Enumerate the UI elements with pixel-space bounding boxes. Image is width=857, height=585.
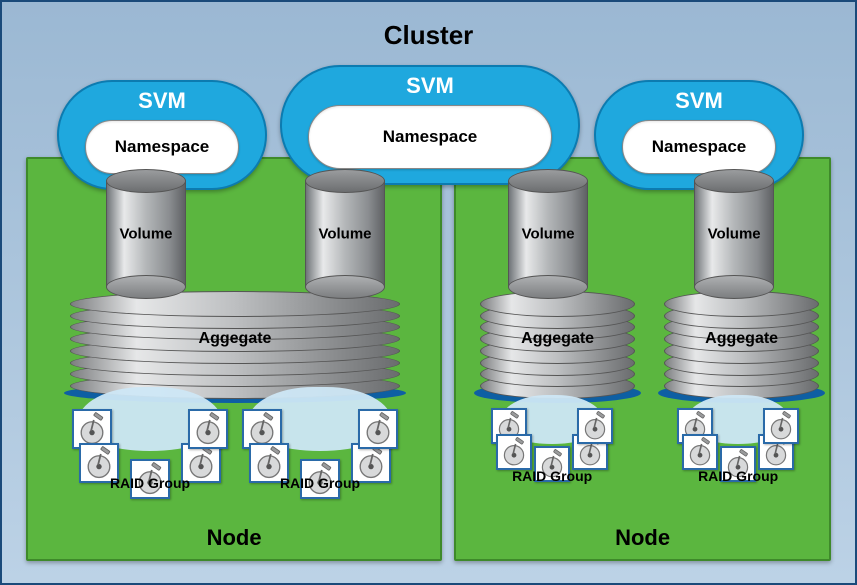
raid-group-label: RAID Group [678,468,798,484]
disk-icon [763,408,799,444]
node-2: Node Aggegate RAID Group Aggegate RAID Grou… [454,157,831,561]
volume-label: Volume [119,226,172,243]
aggregate-label: Aggegate [199,330,272,348]
raid-group: RAID Group [678,367,798,462]
aggregate-label: Aggegate [521,330,594,348]
raid-group: RAID Group [240,359,400,469]
disk-icon [682,434,718,470]
raid-group: RAID Group [70,359,230,469]
node-label: Node [456,525,829,551]
cluster-title: Cluster [2,2,855,51]
disk-icon [577,408,613,444]
raid-group-label: RAID Group [240,475,400,491]
volume: Volume [305,169,385,299]
namespace: Namespace [308,105,552,169]
namespace: Namespace [622,120,776,174]
svm-label: SVM [282,73,578,99]
svm-label: SVM [59,88,265,114]
namespace: Namespace [85,120,239,174]
volume: Volume [106,169,186,299]
aggregate-label: Aggegate [705,330,778,348]
disk-icon [496,434,532,470]
volume: Volume [508,169,588,299]
disk-icon [188,409,228,449]
node-label: Node [28,525,440,551]
svm: SVM Namespace [280,65,580,185]
cluster-container: Cluster SVM Namespace SVM Namespace SVM Names… [0,0,857,585]
disk-icon [358,409,398,449]
node-1: Node AggegateRAID GroupRAID GroupVolumeV… [26,157,442,561]
raid-group-label: RAID Group [70,475,230,491]
volume-label: Volume [708,226,761,243]
volume-label: Volume [318,226,371,243]
volume-label: Volume [522,226,575,243]
svm-label: SVM [596,88,802,114]
volume: Volume [694,169,774,299]
nodes-row: Node AggegateRAID GroupRAID GroupVolumeV… [2,157,855,583]
raid-group: RAID Group [492,367,612,462]
raid-group-label: RAID Group [492,468,612,484]
